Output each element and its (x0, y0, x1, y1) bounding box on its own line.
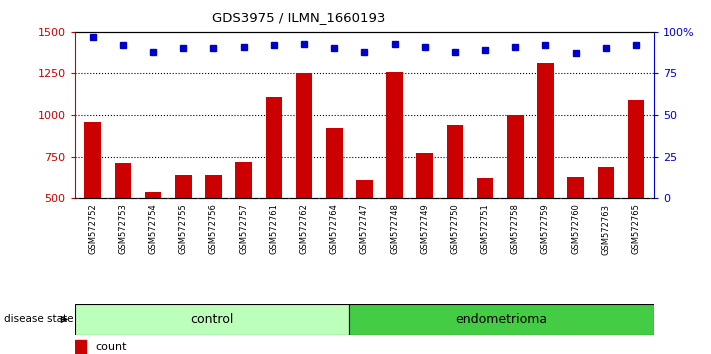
Text: GSM572758: GSM572758 (510, 204, 520, 255)
Text: GSM572765: GSM572765 (631, 204, 641, 255)
Bar (597, 167, 614, 281)
Text: GSM572749: GSM572749 (420, 204, 429, 254)
Text: GSM572754: GSM572754 (149, 204, 158, 254)
Text: endometrioma: endometrioma (456, 313, 547, 326)
Bar (356, 180, 373, 281)
Bar (205, 175, 222, 281)
Text: GSM572759: GSM572759 (541, 204, 550, 254)
Bar (235, 162, 252, 281)
Text: GSM572757: GSM572757 (239, 204, 248, 255)
Bar (114, 163, 132, 281)
Bar (75, 340, 86, 354)
Text: disease state: disease state (4, 314, 73, 325)
Text: GSM572752: GSM572752 (88, 204, 97, 254)
Bar (447, 125, 464, 281)
Bar (507, 115, 523, 281)
Text: GDS3975 / ILMN_1660193: GDS3975 / ILMN_1660193 (212, 11, 385, 24)
Bar (265, 97, 282, 281)
Bar (85, 122, 101, 281)
Text: control: control (191, 313, 234, 326)
Text: GSM572764: GSM572764 (330, 204, 338, 255)
Text: GSM572748: GSM572748 (390, 204, 399, 255)
Text: GSM572747: GSM572747 (360, 204, 369, 255)
Bar (349, 304, 654, 335)
Text: GSM572751: GSM572751 (481, 204, 490, 254)
Bar (567, 177, 584, 281)
Text: count: count (95, 342, 127, 352)
Bar (326, 129, 343, 281)
Bar (538, 63, 554, 281)
Text: GSM572753: GSM572753 (119, 204, 127, 255)
Text: GSM572761: GSM572761 (269, 204, 278, 255)
Text: GSM572756: GSM572756 (209, 204, 218, 255)
Bar (386, 72, 403, 281)
Text: GSM572755: GSM572755 (178, 204, 188, 254)
Bar (145, 192, 161, 281)
Bar (296, 74, 312, 281)
Text: GSM572762: GSM572762 (299, 204, 309, 255)
Bar (628, 100, 644, 281)
Text: GSM572763: GSM572763 (602, 204, 610, 255)
Bar (477, 178, 493, 281)
Bar (75, 304, 349, 335)
Text: GSM572760: GSM572760 (571, 204, 580, 255)
Text: GSM572750: GSM572750 (451, 204, 459, 254)
Bar (417, 153, 433, 281)
Bar (175, 175, 191, 281)
